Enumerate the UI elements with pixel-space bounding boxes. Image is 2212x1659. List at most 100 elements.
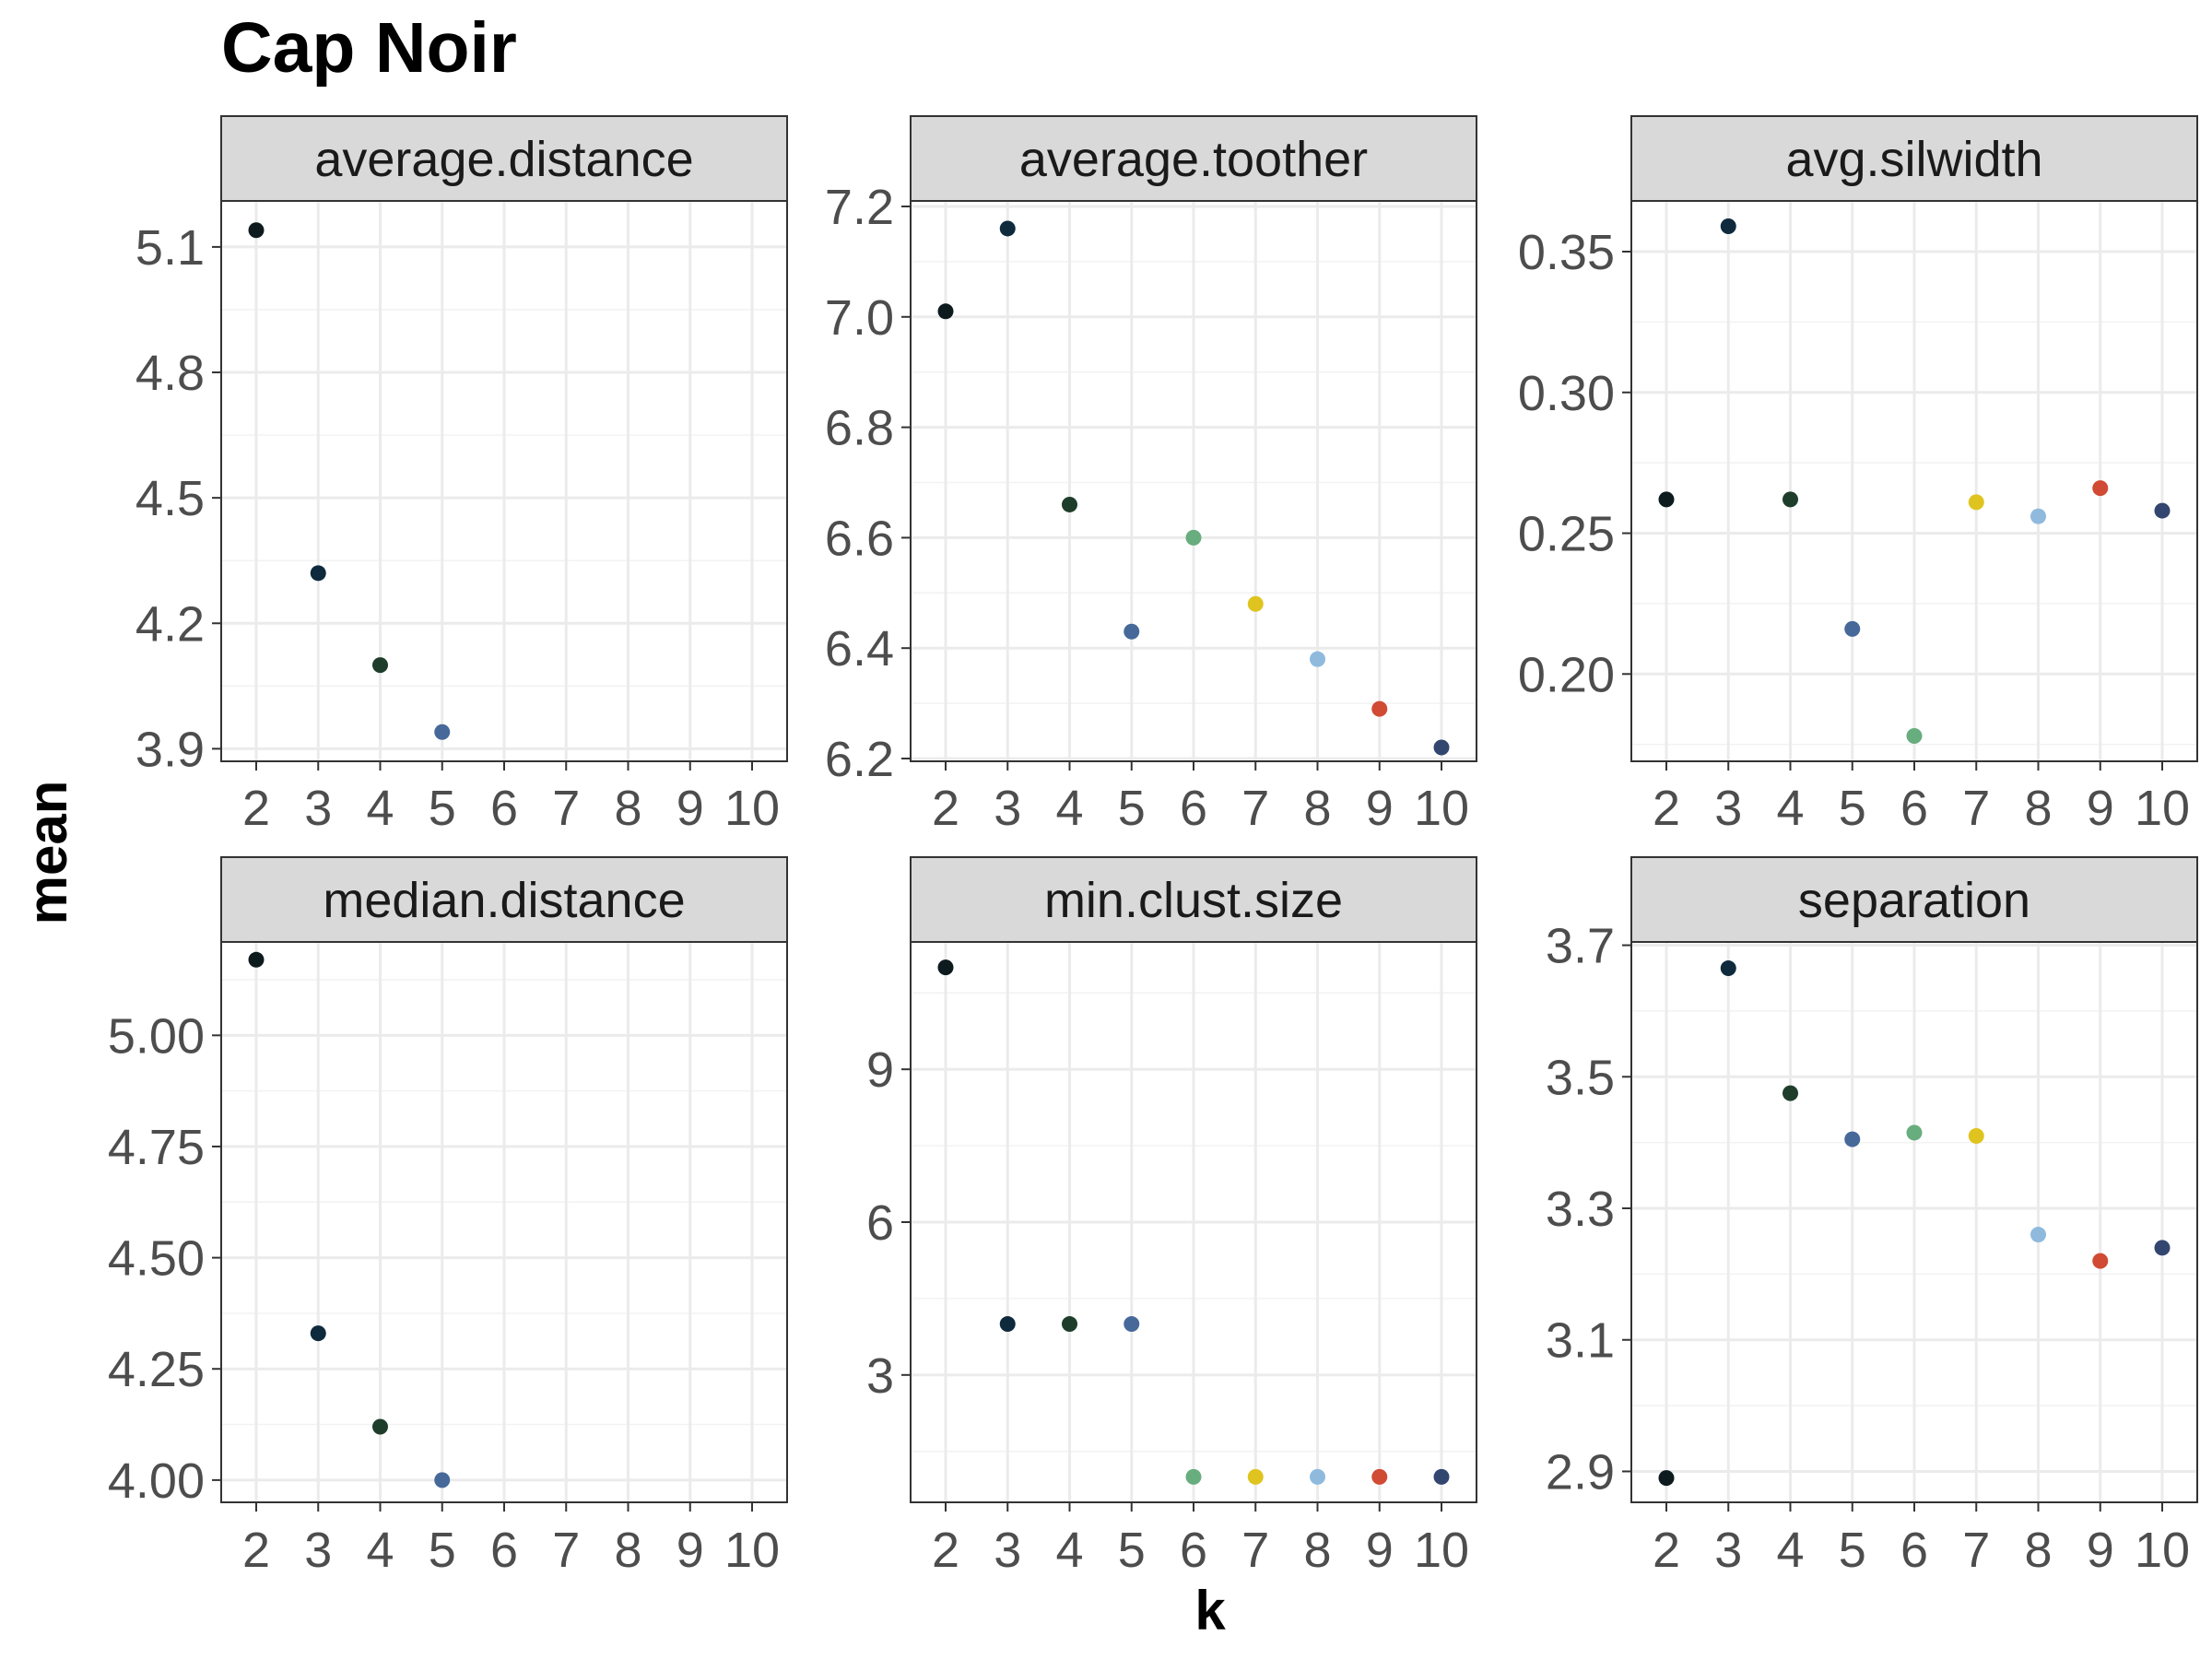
x-tick-label: 10 xyxy=(724,1523,780,1578)
y-tick-label: 6.2 xyxy=(825,732,894,787)
y-tick-label: 3.3 xyxy=(1546,1182,1615,1237)
chart-title: Cap Noir xyxy=(221,8,517,88)
x-tick-label: 6 xyxy=(1180,781,1207,836)
data-point xyxy=(1658,1470,1675,1487)
data-point xyxy=(372,1418,388,1435)
data-point xyxy=(1247,595,1264,612)
y-tick-label: 6.8 xyxy=(825,401,894,456)
data-point xyxy=(1433,1468,1450,1485)
x-tick-label: 3 xyxy=(994,781,1021,836)
strip-background xyxy=(1630,856,2198,943)
panel-average-toother: average.toother 6.2 6.4 6.6 6.8 7.0 7.2 2 3 4 5 6 7 8… xyxy=(825,115,1477,836)
data-point xyxy=(2030,508,2046,524)
data-point xyxy=(310,565,326,582)
data-point xyxy=(1720,218,1736,234)
y-tick-label: 6 xyxy=(866,1195,894,1251)
x-tick-label: 6 xyxy=(1900,781,1928,836)
data-point xyxy=(1310,651,1325,667)
data-point xyxy=(1371,700,1388,717)
data-point xyxy=(937,959,954,976)
x-tick-label: 8 xyxy=(614,781,641,836)
strip-label: separation xyxy=(1798,873,2030,928)
strip-label: min.clust.size xyxy=(1044,873,1343,928)
data-point xyxy=(2092,480,2109,497)
y-tick-label: 4.2 xyxy=(135,596,205,652)
data-point xyxy=(1906,1124,1923,1141)
data-point xyxy=(1062,496,1077,512)
x-tick-label: 8 xyxy=(614,1523,641,1578)
y-tick-label: 4.00 xyxy=(108,1453,205,1509)
y-tick-label: 6.6 xyxy=(825,511,894,566)
x-tick-label: 7 xyxy=(1241,781,1269,836)
data-point xyxy=(1783,491,1798,508)
y-tick-label: 3.7 xyxy=(1546,919,1615,974)
x-tick-label: 4 xyxy=(1055,1523,1083,1578)
x-tick-label: 8 xyxy=(1303,1523,1331,1578)
x-tick-label: 2 xyxy=(1653,1523,1680,1578)
data-point xyxy=(1185,529,1202,546)
data-point xyxy=(1124,623,1140,640)
y-tick-label: 4.5 xyxy=(135,471,205,526)
y-tick-label: 2.9 xyxy=(1546,1444,1615,1500)
x-tick-label: 7 xyxy=(1962,781,1990,836)
x-axis-title: k xyxy=(1194,1580,1226,1641)
y-tick-label: 9 xyxy=(866,1042,894,1098)
data-point xyxy=(248,222,265,239)
x-tick-label: 10 xyxy=(1414,781,1469,836)
y-tick-label: 0.25 xyxy=(1518,507,1615,562)
x-tick-label: 5 xyxy=(429,781,456,836)
data-point xyxy=(999,220,1016,237)
data-point xyxy=(1844,1131,1861,1147)
x-tick-label: 6 xyxy=(1180,1523,1207,1578)
x-tick-label: 9 xyxy=(677,781,704,836)
x-tick-label: 7 xyxy=(1962,1523,1990,1578)
x-tick-label: 9 xyxy=(677,1523,704,1578)
y-tick-label: 3.1 xyxy=(1546,1313,1615,1369)
data-point xyxy=(2092,1253,2109,1269)
y-tick-label: 3.9 xyxy=(135,722,205,777)
data-point xyxy=(1247,1468,1264,1485)
x-tick-label: 4 xyxy=(1776,1523,1804,1578)
x-tick-label: 5 xyxy=(1118,781,1146,836)
data-point xyxy=(1968,494,1984,511)
x-tick-label: 5 xyxy=(429,1523,456,1578)
strip-label: avg.silwidth xyxy=(1785,132,2042,187)
data-point xyxy=(372,657,388,674)
x-tick-label: 4 xyxy=(1055,781,1083,836)
y-tick-label: 4.75 xyxy=(108,1120,205,1175)
y-tick-label: 4.50 xyxy=(108,1231,205,1287)
x-tick-label: 2 xyxy=(242,1523,270,1578)
data-point xyxy=(1720,960,1736,977)
x-tick-label: 10 xyxy=(1414,1523,1469,1578)
y-tick-label: 3.5 xyxy=(1546,1050,1615,1105)
y-tick-label: 4.8 xyxy=(135,346,205,401)
y-tick-label: 0.20 xyxy=(1518,647,1615,702)
data-point xyxy=(1906,728,1923,745)
strip-label: average.toother xyxy=(1019,132,1368,187)
x-tick-label: 2 xyxy=(242,781,270,836)
x-tick-label: 3 xyxy=(994,1523,1021,1578)
data-point xyxy=(1658,491,1675,508)
strip-background xyxy=(220,115,788,202)
x-tick-label: 7 xyxy=(1241,1523,1269,1578)
data-point xyxy=(434,724,451,740)
x-tick-label: 10 xyxy=(2135,1523,2190,1578)
x-tick-label: 8 xyxy=(2024,1523,2052,1578)
data-point xyxy=(1124,1316,1140,1333)
x-tick-label: 7 xyxy=(552,781,580,836)
data-point xyxy=(1968,1128,1984,1145)
x-tick-label: 5 xyxy=(1839,781,1866,836)
x-tick-label: 9 xyxy=(2087,1523,2114,1578)
data-point xyxy=(937,303,954,320)
y-tick-label: 0.35 xyxy=(1518,225,1615,280)
x-tick-label: 9 xyxy=(2087,781,2114,836)
x-tick-label: 10 xyxy=(724,781,780,836)
x-tick-label: 10 xyxy=(2135,781,2190,836)
data-point xyxy=(999,1316,1016,1333)
x-tick-label: 4 xyxy=(366,781,394,836)
data-point xyxy=(1433,739,1450,756)
x-tick-label: 4 xyxy=(1776,781,1804,836)
data-point xyxy=(1185,1468,1202,1485)
